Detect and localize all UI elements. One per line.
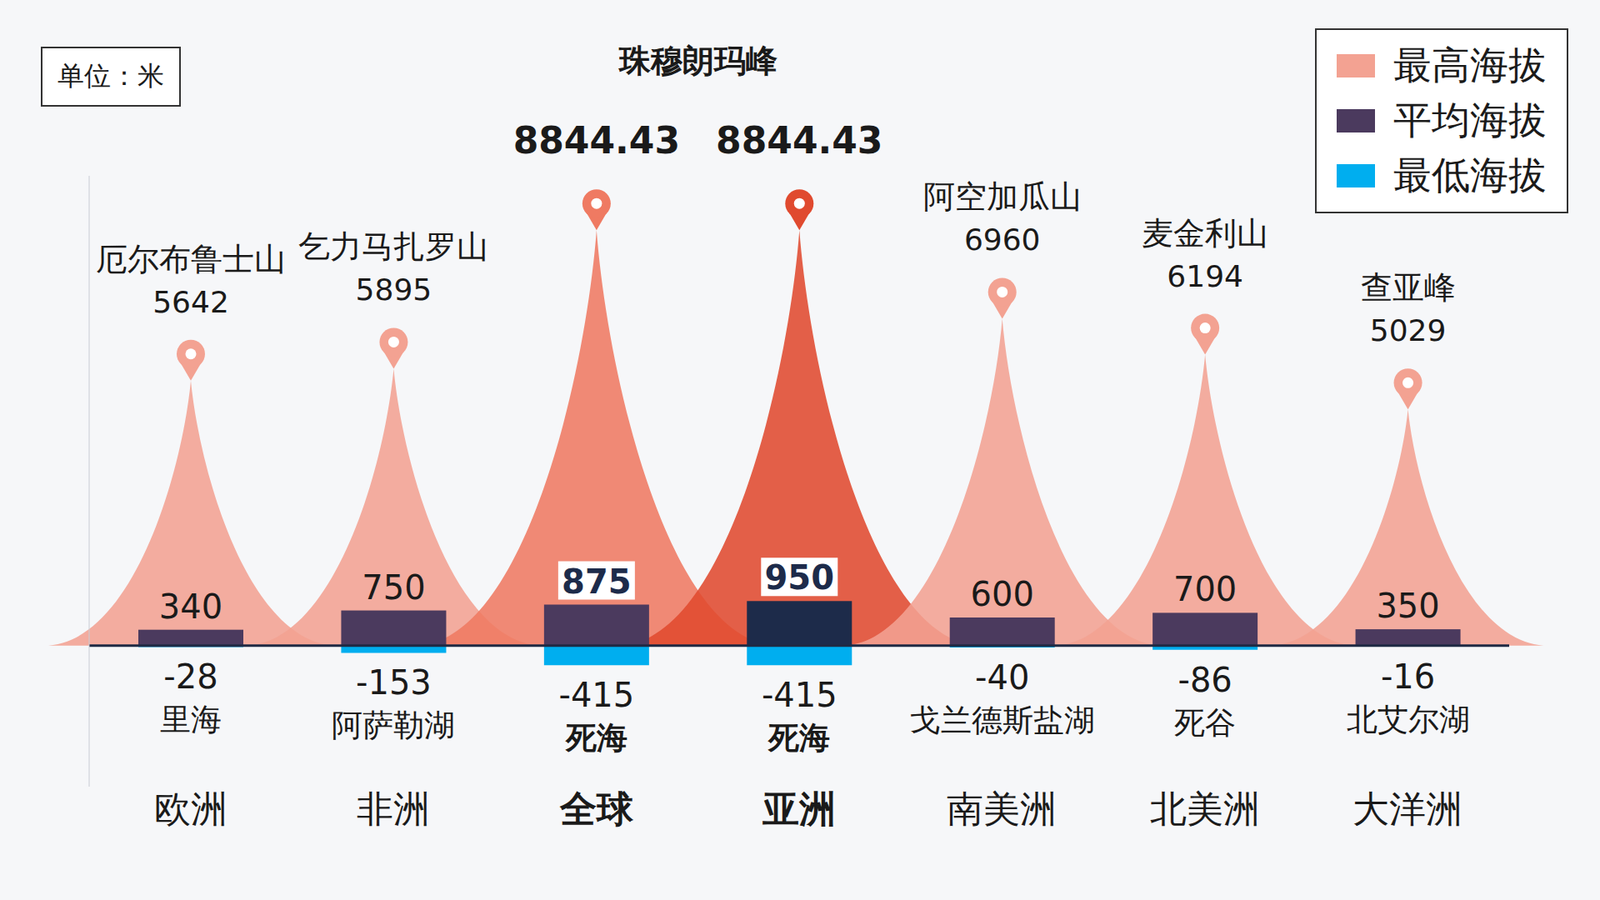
svg-text:死谷: 死谷 xyxy=(1174,705,1236,741)
svg-text:-40: -40 xyxy=(975,658,1030,697)
svg-text:5029: 5029 xyxy=(1370,313,1447,348)
svg-text:5642: 5642 xyxy=(152,285,230,320)
svg-text:8844.43: 8844.43 xyxy=(715,119,883,162)
svg-text:死海: 死海 xyxy=(565,720,628,756)
svg-text:875: 875 xyxy=(561,562,632,601)
svg-text:-415: -415 xyxy=(558,675,635,715)
svg-text:-86: -86 xyxy=(1177,660,1232,700)
svg-text:戈兰德斯盐湖: 戈兰德斯盐湖 xyxy=(910,702,1095,739)
html-text:单位：米: 单位：米 xyxy=(57,60,165,92)
svg-text:阿空加瓜山: 阿空加瓜山 xyxy=(923,178,1082,215)
svg-text:全球: 全球 xyxy=(559,787,635,830)
svg-text:-153: -153 xyxy=(355,663,432,702)
svg-text:非洲: 非洲 xyxy=(356,787,430,830)
svg-text:查亚峰: 查亚峰 xyxy=(1360,269,1456,306)
svg-text:里海: 里海 xyxy=(160,701,222,738)
svg-text:欧洲: 欧洲 xyxy=(154,787,228,830)
html-text:平均海拔: 平均海拔 xyxy=(1393,97,1547,143)
svg-text:8844.43: 8844.43 xyxy=(513,119,680,162)
svg-text:大洋洲: 大洋洲 xyxy=(1352,787,1463,830)
svg-text:麦金利山: 麦金利山 xyxy=(1141,215,1269,252)
svg-text:700: 700 xyxy=(1173,570,1237,609)
svg-text:6194: 6194 xyxy=(1166,259,1244,294)
svg-text:北美洲: 北美洲 xyxy=(1150,787,1260,830)
svg-text:-16: -16 xyxy=(1380,657,1435,696)
svg-text:-415: -415 xyxy=(761,675,838,715)
svg-text:5895: 5895 xyxy=(355,272,433,307)
svg-text:厄尔布鲁士山: 厄尔布鲁士山 xyxy=(95,240,286,278)
svg-text:亚洲: 亚洲 xyxy=(761,787,836,830)
svg-text:北艾尔湖: 北艾尔湖 xyxy=(1346,701,1470,738)
svg-text:乞力马扎罗山: 乞力马扎罗山 xyxy=(298,228,489,265)
svg-text:350: 350 xyxy=(1375,586,1440,625)
html-text:最低海拔: 最低海拔 xyxy=(1393,152,1547,198)
svg-text:阿萨勒湖: 阿萨勒湖 xyxy=(331,707,455,744)
svg-text:死海: 死海 xyxy=(767,720,830,756)
svg-text:600: 600 xyxy=(970,575,1035,614)
svg-text:珠穆朗玛峰: 珠穆朗玛峰 xyxy=(617,42,778,80)
svg-text:6960: 6960 xyxy=(964,222,1041,257)
svg-text:340: 340 xyxy=(159,587,223,626)
html-text:最高海拔: 最高海拔 xyxy=(1393,42,1547,88)
svg-text:750: 750 xyxy=(361,568,425,607)
svg-text:950: 950 xyxy=(765,558,835,597)
svg-text:南美洲: 南美洲 xyxy=(946,787,1057,830)
svg-text:-28: -28 xyxy=(163,657,218,696)
